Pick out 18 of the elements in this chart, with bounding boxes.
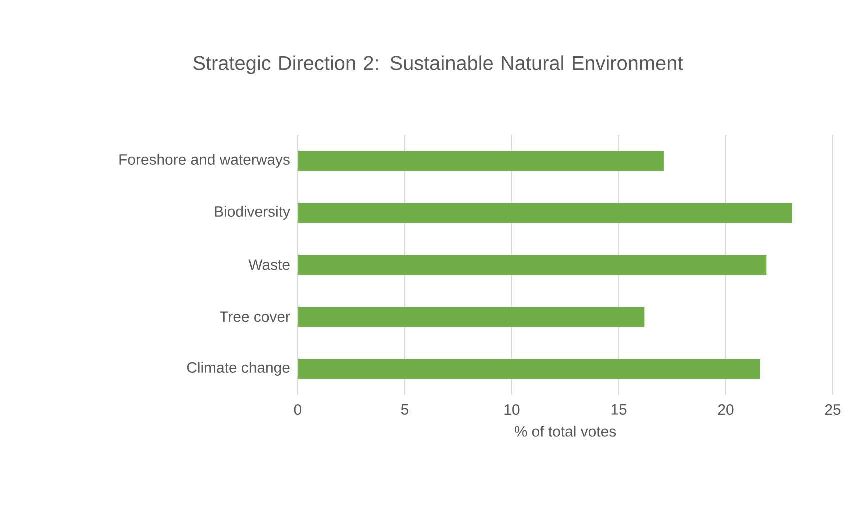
bar — [298, 203, 792, 224]
y-tick-label: Biodiversity — [215, 206, 290, 220]
y-tick-label: Foreshore and waterways — [120, 154, 290, 168]
y-tick-label: Tree cover — [220, 312, 290, 322]
x-tick-label: 25 — [825, 404, 841, 416]
bar — [298, 151, 664, 172]
chart-title: Strategic Direction 2: Sustainable Natural Environment — [194, 56, 684, 74]
bar — [298, 307, 645, 328]
x-axis-title: % of total votes — [514, 426, 616, 437]
x-tick-label: 10 — [504, 404, 520, 416]
y-tick-label: Waste — [248, 260, 290, 270]
x-tick-label: 0 — [294, 404, 302, 416]
x-tick-label: 5 — [401, 404, 409, 415]
y-tick-label: Climate change — [187, 362, 290, 376]
x-tick-label: 20 — [718, 404, 734, 416]
bar — [298, 359, 760, 380]
x-tick-label: 15 — [612, 404, 627, 415]
bar — [298, 255, 767, 276]
